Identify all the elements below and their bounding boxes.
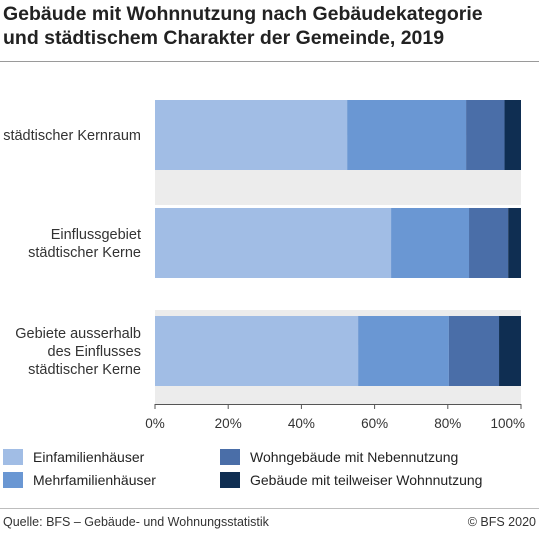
category-label-2-2: städtischer Kerne bbox=[28, 245, 141, 261]
legend-label: Mehrfamilienhäuser bbox=[33, 472, 156, 488]
x-tick-label: 60% bbox=[361, 416, 388, 431]
background-band bbox=[155, 170, 521, 205]
category-label-2-1: Einflussgebiet bbox=[51, 227, 141, 243]
category-label-3-1: Gebiete ausserhalb bbox=[15, 326, 141, 342]
legend-item-3: Wohngebäude mit Nebennutzung bbox=[220, 447, 458, 467]
category-label-3-3: städtischer Kerne bbox=[28, 362, 141, 378]
title-divider bbox=[0, 61, 539, 62]
legend-label: Wohngebäude mit Nebennutzung bbox=[250, 449, 459, 465]
bar-segment-3-2 bbox=[358, 316, 449, 386]
legend-swatch bbox=[3, 449, 23, 465]
legend-swatch bbox=[3, 472, 23, 488]
bar-segment-1-3 bbox=[466, 100, 505, 170]
x-tick-label: 20% bbox=[215, 416, 242, 431]
source-note: Quelle: BFS – Gebäude- und Wohnungsstati… bbox=[3, 515, 269, 529]
chart-title-line-2: und städtischem Charakter der Gemeinde, … bbox=[3, 27, 445, 49]
legend-swatch bbox=[220, 472, 240, 488]
bar-segment-2-4 bbox=[508, 208, 521, 278]
bar-segment-1-2 bbox=[347, 100, 467, 170]
footer-divider bbox=[0, 508, 539, 509]
bar-segment-1-1 bbox=[155, 100, 348, 170]
bar-segment-2-3 bbox=[469, 208, 509, 278]
legend-item-2: Mehrfamilienhäuser bbox=[3, 470, 156, 490]
x-tick-label: 80% bbox=[434, 416, 461, 431]
legend-item-4: Gebäude mit teilweiser Wohnnutzung bbox=[220, 470, 482, 490]
legend-item-1: Einfamilienhäuser bbox=[3, 447, 144, 467]
bar-segment-3-4 bbox=[499, 316, 521, 386]
chart-legend: Einfamilienhäuser Mehrfamilienhäuser Wohng… bbox=[0, 444, 539, 494]
copyright-note: © BFS 2020 bbox=[467, 515, 536, 529]
category-label-3-2: des Einflusses bbox=[48, 344, 142, 360]
category-label-1-1: städtischer Kernraum bbox=[3, 128, 141, 144]
legend-label: Gebäude mit teilweiser Wohnnutzung bbox=[250, 472, 483, 488]
bar-segment-1-4 bbox=[504, 100, 521, 170]
background-band bbox=[155, 275, 521, 310]
legend-swatch bbox=[220, 449, 240, 465]
bar-segment-2-1 bbox=[155, 208, 392, 278]
stacked-bar-chart: städtischer Kernraum Einflussgebiet städti… bbox=[3, 100, 525, 431]
legend-label: Einfamilienhäuser bbox=[33, 449, 145, 465]
bar-segment-3-3 bbox=[448, 316, 500, 386]
x-tick-label: 100% bbox=[490, 416, 525, 431]
x-tick-label: 0% bbox=[145, 416, 165, 431]
chart-title: Gebäude mit Wohnnutzung nach Gebäudekate… bbox=[3, 2, 533, 50]
x-tick-label: 40% bbox=[288, 416, 315, 431]
bar-segment-2-2 bbox=[391, 208, 470, 278]
bar-segment-3-1 bbox=[155, 316, 359, 386]
chart-title-line-1: Gebäude mit Wohnnutzung nach Gebäudekate… bbox=[3, 3, 483, 25]
